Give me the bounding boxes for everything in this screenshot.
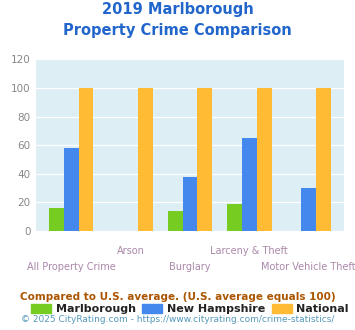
Bar <box>197 88 212 231</box>
Text: Motor Vehicle Theft: Motor Vehicle Theft <box>261 262 355 272</box>
Text: Arson: Arson <box>116 246 144 256</box>
Text: © 2025 CityRating.com - https://www.cityrating.com/crime-statistics/: © 2025 CityRating.com - https://www.city… <box>21 315 334 324</box>
Legend: Marlborough, New Hampshire, National: Marlborough, New Hampshire, National <box>29 302 351 317</box>
Bar <box>257 88 272 231</box>
Bar <box>227 204 242 231</box>
Text: Property Crime Comparison: Property Crime Comparison <box>63 23 292 38</box>
Text: 2019 Marlborough: 2019 Marlborough <box>102 2 253 16</box>
Text: Compared to U.S. average. (U.S. average equals 100): Compared to U.S. average. (U.S. average … <box>20 292 335 302</box>
Bar <box>78 88 93 231</box>
Text: Burglary: Burglary <box>169 262 211 272</box>
Bar <box>64 148 78 231</box>
Bar <box>182 177 197 231</box>
Bar <box>138 88 153 231</box>
Bar <box>316 88 331 231</box>
Bar <box>168 211 182 231</box>
Text: Larceny & Theft: Larceny & Theft <box>211 246 288 256</box>
Bar <box>242 138 257 231</box>
Bar <box>301 188 316 231</box>
Bar <box>49 208 64 231</box>
Text: All Property Crime: All Property Crime <box>27 262 115 272</box>
